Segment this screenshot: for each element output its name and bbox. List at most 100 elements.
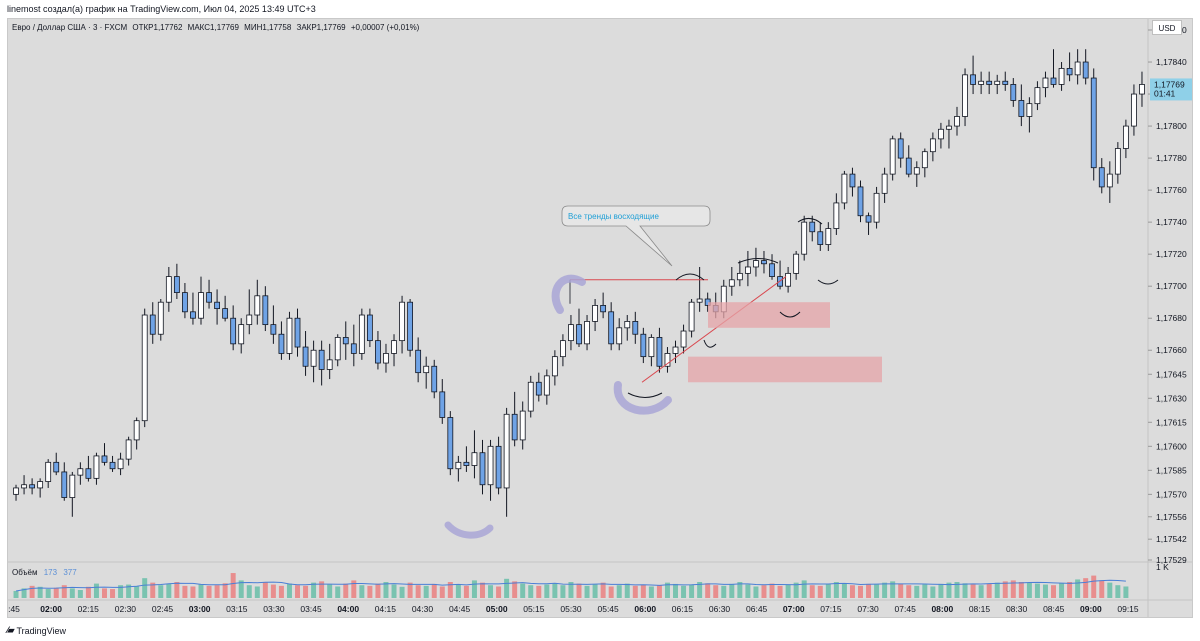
volume-bar xyxy=(1018,582,1024,598)
candle-up xyxy=(962,74,968,117)
volume-bar xyxy=(729,583,735,598)
volume-bar xyxy=(254,586,260,598)
legend-open: ОТКР1,17762 xyxy=(132,23,183,32)
candle-down xyxy=(278,333,285,354)
candle-down xyxy=(53,461,60,473)
volume-bar xyxy=(930,586,936,598)
volume-bar xyxy=(367,585,373,598)
volume-bar xyxy=(463,585,469,598)
x-tick-label: 09:00 xyxy=(1080,604,1102,614)
volume-bar xyxy=(882,582,888,598)
volume-bar xyxy=(29,585,35,598)
volume-bar xyxy=(986,583,992,598)
candle-up xyxy=(568,324,574,342)
callout-text: Все тренды восходящие xyxy=(568,212,659,221)
x-tick-label: 02:45 xyxy=(152,604,174,614)
y-tick-label: 1,17680 xyxy=(1156,313,1187,323)
candle-down xyxy=(970,74,976,85)
volume-bar xyxy=(592,584,598,598)
candle-down xyxy=(576,324,582,345)
x-tick-label: 03:30 xyxy=(263,604,285,614)
candle-up xyxy=(125,439,132,460)
volume-bar xyxy=(745,584,751,598)
volume-bar xyxy=(174,582,180,598)
volume-bar xyxy=(849,585,855,598)
chart-area[interactable] xyxy=(7,18,1193,618)
volume-bar xyxy=(769,583,775,598)
volume-bar xyxy=(697,582,703,598)
volume-bar xyxy=(1067,582,1073,598)
volume-bar xyxy=(479,582,485,598)
currency-button[interactable]: USD xyxy=(1152,20,1182,35)
candle-up xyxy=(1131,93,1137,127)
candle-up xyxy=(1058,68,1065,85)
candle-up xyxy=(399,301,405,342)
volume-bar xyxy=(938,583,944,598)
volume-bar xyxy=(713,585,719,598)
candle-down xyxy=(809,221,816,233)
volume-bar xyxy=(488,585,494,598)
x-tick-label: 07:30 xyxy=(857,604,879,614)
candle-up xyxy=(825,228,832,245)
candle-up xyxy=(13,487,19,495)
y-tick-label: 1,17585 xyxy=(1156,465,1187,475)
y-tick-label: 1,17700 xyxy=(1156,281,1187,291)
candle-up xyxy=(117,458,124,470)
candle-up xyxy=(946,125,952,130)
candle-up xyxy=(929,138,936,153)
candle-up xyxy=(994,80,1001,85)
candle-down xyxy=(1090,77,1097,169)
tradingview-logo[interactable]: ⁄▰ TradingView xyxy=(7,625,66,636)
volume-bar xyxy=(1107,582,1113,598)
candle-up xyxy=(503,413,510,489)
candle-down xyxy=(182,292,188,313)
volume-bar xyxy=(584,585,590,598)
candle-down xyxy=(302,346,309,367)
y-tick-label: 1,17645 xyxy=(1156,369,1187,379)
volume-bar xyxy=(874,584,880,598)
x-tick-label: 08:15 xyxy=(969,604,991,614)
x-tick-label: 06:45 xyxy=(746,604,768,614)
swing-arc xyxy=(779,311,801,318)
candle-down xyxy=(1066,68,1073,76)
candle-down xyxy=(535,381,542,396)
volume-bar xyxy=(158,585,164,598)
volume-bar xyxy=(1075,579,1081,598)
y-tick-label: 1,17529 xyxy=(1156,555,1187,565)
candle-down xyxy=(214,301,220,310)
candle-up xyxy=(584,321,590,345)
candle-up xyxy=(1106,173,1113,188)
candle-down xyxy=(656,337,663,367)
candle-up xyxy=(592,305,598,322)
x-tick-label: 02:00 xyxy=(40,604,62,614)
annotation-callout: Все тренды восходящие xyxy=(561,205,711,267)
swing-arc xyxy=(737,258,779,264)
candle-down xyxy=(367,314,373,342)
volume-bar xyxy=(552,583,558,598)
candle-up xyxy=(286,317,293,354)
candle-down xyxy=(905,157,912,175)
volume-bar xyxy=(37,586,43,598)
swing-arc xyxy=(817,279,839,285)
volume-label: Объём xyxy=(12,568,38,577)
x-tick-label: 06:00 xyxy=(634,604,656,614)
candle-up xyxy=(785,272,791,287)
volume-bar xyxy=(319,581,325,598)
swing-arc xyxy=(675,273,705,281)
x-tick-label: 09:15 xyxy=(1117,604,1139,614)
y-tick-label: 1,17630 xyxy=(1156,393,1187,403)
candle-down xyxy=(849,173,856,188)
volume-bar xyxy=(447,582,453,598)
volume-bar xyxy=(1002,581,1008,598)
volume-bar xyxy=(624,583,630,598)
x-tick-label: 08:45 xyxy=(1043,604,1065,614)
candle-down xyxy=(463,461,470,466)
volume-bar xyxy=(632,585,638,598)
candle-up xyxy=(624,321,631,329)
volume-bar xyxy=(311,582,317,598)
candle-up xyxy=(728,279,735,287)
volume-bar xyxy=(375,583,381,598)
volume-bar xyxy=(560,585,566,598)
volume-bar xyxy=(383,582,389,598)
